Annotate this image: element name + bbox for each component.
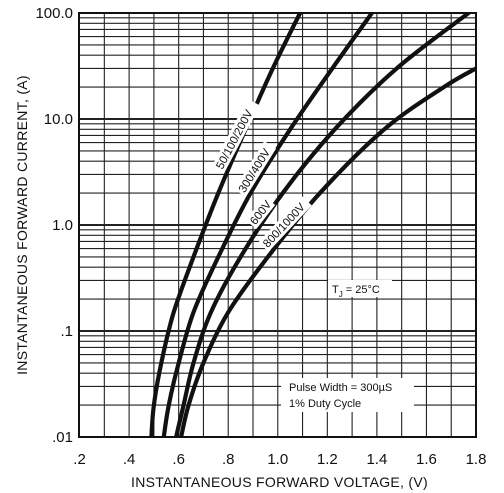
curve-300-400v — [161, 13, 374, 437]
x-tick-label: 1.8 — [466, 451, 487, 468]
duty-cycle-note: 1% Duty Cycle — [289, 398, 361, 410]
x-tick-label: .4 — [123, 451, 136, 468]
curve-800-1000v — [178, 66, 476, 437]
y-axis-title: INSTANTANEOUS FORWARD CURRENT, (A) — [14, 75, 30, 375]
y-tick-label: 100.0 — [35, 5, 73, 22]
curve-50-100-200v — [149, 13, 303, 437]
x-tick-label: .6 — [172, 451, 185, 468]
y-tick-label: .01 — [52, 429, 73, 446]
series-label-text: 50/100/200V — [214, 108, 255, 172]
chart-grid — [79, 13, 476, 438]
y-tick-label: .1 — [60, 323, 73, 340]
x-tick-label: 1.0 — [267, 451, 288, 468]
x-tick-label: 1.6 — [416, 451, 437, 468]
series-curves — [149, 13, 476, 437]
x-tick-label: .8 — [222, 451, 235, 468]
plot-frame — [78, 12, 477, 438]
x-tick-label: .2 — [73, 451, 86, 468]
x-axis-title: INSTANTANEOUS FORWARD VOLTAGE, (V) — [131, 474, 428, 490]
curve-600v — [174, 13, 471, 437]
x-tick-label: 1.2 — [317, 451, 338, 468]
x-tick-label: 1.4 — [366, 451, 387, 468]
y-tick-label: 1.0 — [52, 217, 73, 234]
chart-annotations: TJ = 25°C Pulse Width = 300µS 1% Duty Cycl… — [281, 280, 414, 412]
pulse-width-note: Pulse Width = 300µS — [289, 382, 392, 394]
temperature-note: TJ = 25°C — [332, 284, 380, 299]
tick-labels: .2 .4 .6 .8 1.0 1.2 1.4 1.6 1.8 .01 .1 1.0 10.0 100.0 — [35, 5, 486, 468]
y-tick-label: 10.0 — [44, 111, 73, 128]
